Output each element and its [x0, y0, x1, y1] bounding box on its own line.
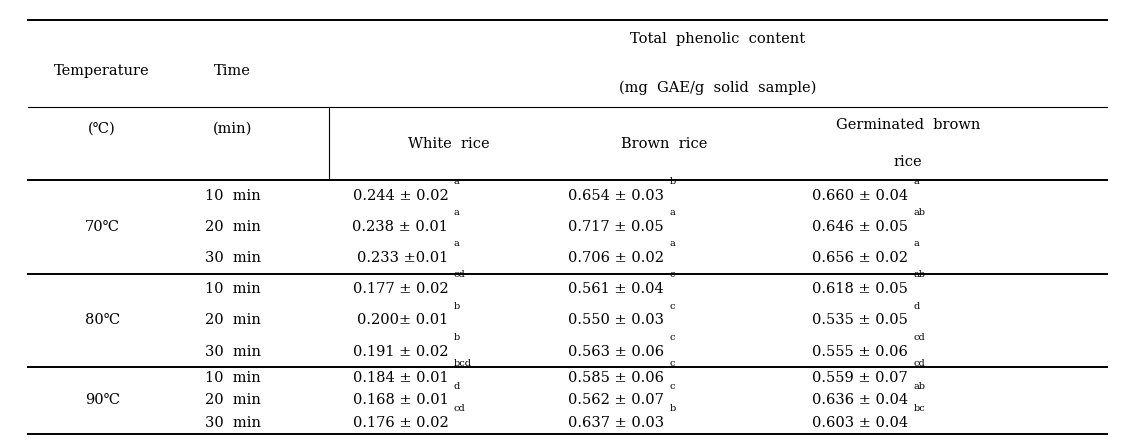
Text: 0.654 ± 0.03: 0.654 ± 0.03 [568, 189, 664, 203]
Text: Time: Time [215, 64, 251, 78]
Text: 0.637 ± 0.03: 0.637 ± 0.03 [568, 416, 664, 430]
Text: 0.200± 0.01: 0.200± 0.01 [358, 313, 448, 328]
Text: 0.184 ± 0.01: 0.184 ± 0.01 [353, 371, 448, 385]
Text: Total  phenolic  content: Total phenolic content [630, 32, 806, 46]
Text: rice: rice [893, 155, 923, 169]
Text: 0.656 ± 0.02: 0.656 ± 0.02 [812, 251, 908, 265]
Text: 0.562 ± 0.07: 0.562 ± 0.07 [569, 393, 664, 408]
Text: 0.555 ± 0.06: 0.555 ± 0.06 [813, 344, 908, 359]
Text: cd: cd [454, 271, 465, 279]
Text: a: a [914, 239, 919, 248]
Text: 0.191 ± 0.02: 0.191 ± 0.02 [353, 344, 448, 359]
Text: a: a [670, 208, 675, 217]
Text: c: c [670, 333, 675, 342]
Text: a: a [454, 239, 460, 248]
Text: ab: ab [914, 208, 926, 217]
Text: b: b [454, 302, 461, 311]
Text: a: a [454, 208, 460, 217]
Text: (min): (min) [213, 122, 252, 136]
Text: bc: bc [914, 404, 925, 413]
Text: 0.177 ± 0.02: 0.177 ± 0.02 [353, 282, 448, 296]
Text: (℃): (℃) [89, 122, 116, 136]
Text: a: a [670, 239, 675, 248]
Text: 0.618 ± 0.05: 0.618 ± 0.05 [813, 282, 908, 296]
Text: 0.660 ± 0.04: 0.660 ± 0.04 [812, 189, 908, 203]
Text: 0.585 ± 0.06: 0.585 ± 0.06 [568, 371, 664, 385]
Text: 90℃: 90℃ [85, 393, 119, 408]
Text: b: b [670, 404, 676, 413]
Text: a: a [454, 177, 460, 186]
Text: a: a [914, 177, 919, 186]
Text: 0.559 ± 0.07: 0.559 ± 0.07 [813, 371, 908, 385]
Text: 0.717 ± 0.05: 0.717 ± 0.05 [569, 220, 664, 234]
Text: 20  min: 20 min [204, 393, 261, 408]
Text: Brown  rice: Brown rice [621, 137, 707, 150]
Text: 10  min: 10 min [204, 282, 261, 296]
Text: 80℃: 80℃ [85, 313, 119, 328]
Text: 0.563 ± 0.06: 0.563 ± 0.06 [568, 344, 664, 359]
Text: c: c [670, 382, 675, 391]
Text: cd: cd [914, 333, 925, 342]
Text: c: c [670, 302, 675, 311]
Text: ab: ab [914, 271, 926, 279]
Text: 20  min: 20 min [204, 313, 261, 328]
Text: 10  min: 10 min [204, 189, 261, 203]
Text: c: c [670, 271, 675, 279]
Text: Temperature: Temperature [54, 64, 150, 78]
Text: b: b [670, 177, 676, 186]
Text: 0.561 ± 0.04: 0.561 ± 0.04 [569, 282, 664, 296]
Text: 0.168 ± 0.01: 0.168 ± 0.01 [353, 393, 448, 408]
Text: 0.550 ± 0.03: 0.550 ± 0.03 [568, 313, 664, 328]
Text: 10  min: 10 min [204, 371, 261, 385]
Text: 20  min: 20 min [204, 220, 261, 234]
Text: d: d [914, 302, 920, 311]
Text: c: c [670, 360, 675, 368]
Text: 0.535 ± 0.05: 0.535 ± 0.05 [813, 313, 908, 328]
Text: 0.706 ± 0.02: 0.706 ± 0.02 [568, 251, 664, 265]
Text: 0.238 ± 0.01: 0.238 ± 0.01 [353, 220, 448, 234]
Text: cd: cd [914, 360, 925, 368]
Text: bcd: bcd [454, 360, 472, 368]
Text: 30  min: 30 min [204, 251, 261, 265]
Text: 0.176 ± 0.02: 0.176 ± 0.02 [353, 416, 448, 430]
Text: White  rice: White rice [407, 137, 489, 150]
Text: 0.636 ± 0.04: 0.636 ± 0.04 [812, 393, 908, 408]
Text: 0.646 ± 0.05: 0.646 ± 0.05 [812, 220, 908, 234]
Text: d: d [454, 382, 461, 391]
Text: 0.233 ±0.01: 0.233 ±0.01 [358, 251, 448, 265]
Text: 30  min: 30 min [204, 344, 261, 359]
Text: ab: ab [914, 382, 926, 391]
Text: Germinated  brown: Germinated brown [835, 118, 981, 132]
Text: 0.603 ± 0.04: 0.603 ± 0.04 [812, 416, 908, 430]
Text: 30  min: 30 min [204, 416, 261, 430]
Text: cd: cd [454, 404, 465, 413]
Text: 70℃: 70℃ [85, 220, 119, 234]
Text: (mg  GAE/g  solid  sample): (mg GAE/g solid sample) [620, 81, 816, 95]
Text: 0.244 ± 0.02: 0.244 ± 0.02 [353, 189, 448, 203]
Text: b: b [454, 333, 461, 342]
